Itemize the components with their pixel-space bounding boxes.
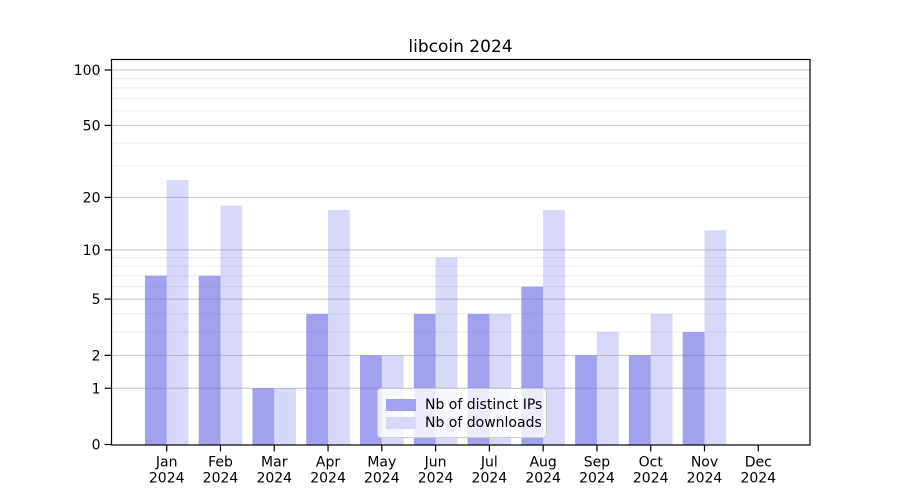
x-tick-label-year: 2024 [687, 471, 723, 487]
x-tick-label-month: Sep [584, 455, 611, 471]
x-tick-label-year: 2024 [525, 471, 561, 487]
x-tick-label-year: 2024 [310, 471, 346, 487]
legend-entry-downloads: Nb of downloads [386, 414, 542, 432]
x-tick-label-year: 2024 [472, 471, 508, 487]
bar-ips-apr [306, 313, 329, 445]
x-tick-label-month: Jun [424, 455, 447, 471]
x-tick-label-year: 2024 [149, 471, 185, 487]
legend: Nb of distinct IPs Nb of downloads [377, 388, 547, 438]
bar-downloads-oct [650, 313, 673, 445]
y-tick-label: 10 [83, 243, 101, 259]
legend-swatch-distinct-ips [386, 399, 416, 411]
bar-downloads-sep [596, 332, 619, 445]
bar-downloads-apr [328, 209, 350, 445]
bar-downloads-feb [220, 205, 243, 445]
y-tick-label: 100 [74, 63, 101, 79]
x-tick-label-year: 2024 [256, 471, 292, 487]
x-tick-label-year: 2024 [633, 471, 669, 487]
legend-label-distinct-ips: Nb of distinct IPs [425, 397, 543, 413]
chart-title: libcoin 2024 [408, 37, 513, 57]
x-tick-label-year: 2024 [418, 471, 454, 487]
x-tick-label-month: Mar [261, 455, 288, 471]
bar-downloads-aug [543, 209, 565, 445]
y-tick-label: 20 [83, 190, 101, 206]
x-tick-label-month: Aug [529, 455, 556, 471]
x-tick-label-month: Feb [208, 455, 233, 471]
plot-border [110, 58, 811, 446]
legend-swatch-downloads [386, 417, 416, 429]
x-tick-label-month: Jul [480, 455, 498, 471]
x-tick-label-year: 2024 [203, 471, 239, 487]
y-tick-label: 2 [92, 348, 101, 364]
x-tick-label-month: Apr [316, 455, 340, 471]
x-tick-label-year: 2024 [364, 471, 400, 487]
bar-ips-jan [144, 275, 167, 445]
bar-ips-mar [252, 388, 275, 445]
y-tick-label: 50 [83, 118, 101, 134]
x-tick-label-month: Dec [745, 455, 772, 471]
legend-label-downloads: Nb of downloads [425, 415, 542, 431]
y-tick-label: 0 [92, 438, 101, 454]
x-tick-label-year: 2024 [740, 471, 776, 487]
x-tick-label-month: Nov [691, 455, 718, 471]
bar-downloads-nov [704, 230, 727, 445]
x-tick-label-month: May [367, 455, 396, 471]
x-tick-label-month: Jan [155, 455, 178, 471]
x-tick-label-year: 2024 [579, 471, 615, 487]
bar-downloads-jan [166, 180, 189, 445]
bar-downloads-mar [274, 388, 297, 445]
legend-entry-distinct-ips: Nb of distinct IPs [386, 396, 542, 414]
bar-ips-feb [198, 275, 221, 445]
y-tick-label: 1 [92, 381, 101, 397]
bar-ips-sep [575, 355, 597, 445]
y-tick-label: 5 [92, 292, 101, 308]
bar-ips-may [360, 355, 382, 445]
bar-ips-nov [682, 332, 705, 445]
x-tick-label-month: Oct [639, 455, 664, 471]
bar-ips-oct [628, 355, 651, 445]
